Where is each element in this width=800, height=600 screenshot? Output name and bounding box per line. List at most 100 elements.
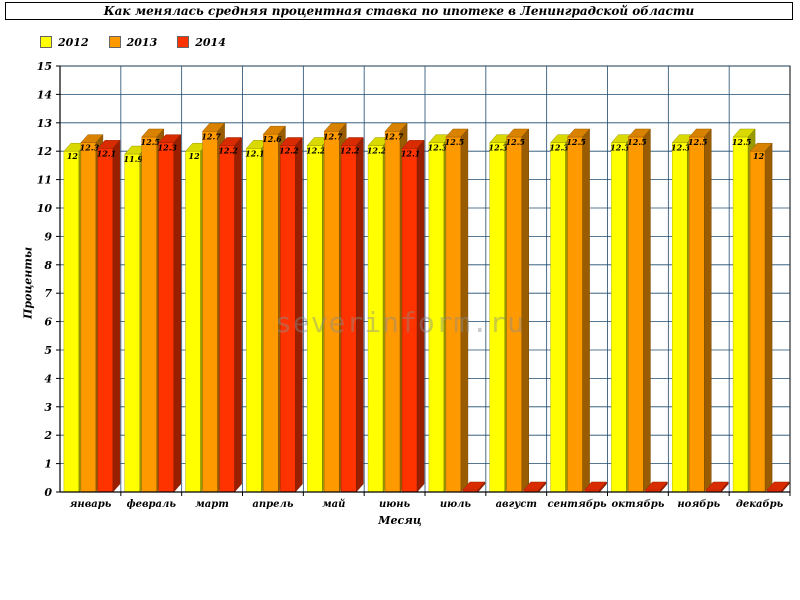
- bar-2013-январь: [80, 142, 97, 493]
- bar-2014-июнь: [401, 148, 418, 493]
- bar-side-2014-февраль: [173, 134, 181, 493]
- data-label-2013-сентябрь: 12.5: [566, 137, 586, 147]
- data-label-2013-февраль: 12.5: [141, 137, 161, 147]
- legend-item-2013: 2013: [108, 35, 158, 49]
- y-tick-label: 10: [37, 202, 53, 215]
- chart-title: Как менялась средняя процентная ставка п…: [5, 2, 793, 20]
- bar-side-2013-август: [521, 128, 529, 493]
- y-tick-label: 0: [44, 486, 52, 499]
- legend: 2012 2013 2014: [40, 35, 226, 49]
- x-tick-label: май: [322, 499, 345, 510]
- y-tick-label: 14: [37, 88, 52, 101]
- data-label-2013-май: 12.7: [323, 131, 343, 141]
- y-tick-label: 3: [44, 401, 52, 414]
- data-label-2012-февраль: 11.9: [124, 154, 144, 164]
- bar-side-2013-ноябрь: [704, 128, 712, 493]
- data-label-2014-май: 12.2: [340, 146, 360, 156]
- y-tick-label: 2: [43, 429, 52, 442]
- y-tick-label: 6: [44, 316, 52, 329]
- bar-2014-февраль: [158, 142, 174, 493]
- bar-2012-декабрь: [732, 136, 749, 493]
- y-tick-label: 7: [44, 287, 52, 300]
- legend-label-2014: 2014: [195, 35, 226, 49]
- data-label-2012-октябрь: 12.3: [610, 143, 630, 153]
- legend-item-2012: 2012: [40, 36, 89, 49]
- data-label-2013-январь: 12.3: [80, 143, 100, 153]
- bar-2014-март: [219, 145, 235, 493]
- x-tick-label: октябрь: [612, 499, 665, 510]
- bar-2012-июнь: [367, 145, 384, 493]
- x-tick-label: февраль: [127, 499, 177, 510]
- data-label-2014-март: 12.2: [218, 146, 238, 156]
- x-tick-label: январь: [69, 499, 111, 510]
- x-tick-label: июль: [440, 499, 472, 510]
- bar-side-2014-ноябрь: [721, 481, 729, 493]
- x-tick-label: сентябрь: [548, 499, 607, 510]
- y-tick-label: 5: [44, 344, 52, 357]
- bar-side-2014-апрель: [295, 136, 303, 493]
- data-label-2012-август: 12.3: [489, 143, 509, 153]
- bar-2013-июль: [445, 136, 462, 493]
- bar-side-2013-декабрь: [764, 142, 773, 493]
- bar-2012-июль: [428, 142, 445, 493]
- data-label-2012-декабрь: 12.5: [732, 137, 752, 147]
- data-label-2012-апрель: 12.1: [245, 148, 264, 158]
- bar-side-2013-июль: [460, 128, 469, 493]
- data-label-2013-март: 12.7: [201, 131, 221, 141]
- y-tick-label: 15: [37, 60, 52, 73]
- x-tick-label: ноябрь: [677, 499, 720, 510]
- data-label-2014-июнь: 12.1: [401, 148, 420, 158]
- bar-2012-сентябрь: [550, 142, 566, 493]
- bar-2013-ноябрь: [689, 136, 705, 493]
- legend-swatch-2013: [108, 36, 121, 48]
- data-label-2012-май: 12.2: [306, 146, 326, 156]
- y-tick-label: 11: [37, 174, 52, 187]
- bar-2013-июнь: [384, 131, 401, 493]
- bar-side-2013-октябрь: [643, 128, 651, 493]
- bar-2013-август: [506, 136, 522, 493]
- data-label-2013-август: 12.5: [506, 137, 526, 147]
- bar-2012-март: [185, 150, 201, 493]
- bar-side-2013-сентябрь: [582, 128, 590, 493]
- data-label-2013-июнь: 12.7: [384, 131, 404, 141]
- bar-2012-февраль: [124, 153, 140, 493]
- data-label-2012-ноябрь: 12.3: [671, 143, 691, 153]
- bar-2013-май: [324, 131, 340, 493]
- x-tick-label: июнь: [379, 499, 411, 510]
- bar-side-2014-март: [234, 136, 242, 493]
- data-label-2014-апрель: 12.2: [279, 146, 299, 156]
- bar-2013-апрель: [263, 133, 279, 493]
- bar-side-2014-август: [538, 481, 546, 493]
- bar-side-2014-июнь: [416, 139, 425, 493]
- x-tick-label: август: [496, 499, 537, 510]
- bar-2014-май: [341, 145, 357, 493]
- y-axis-label: Проценты: [21, 246, 35, 320]
- bar-2012-апрель: [246, 148, 262, 493]
- x-tick-label: декабрь: [736, 499, 784, 510]
- bar-2013-сентябрь: [567, 136, 583, 493]
- bar-2014-январь: [97, 148, 114, 493]
- bar-2012-январь: [63, 150, 80, 493]
- bar-2013-декабрь: [749, 150, 766, 493]
- bar-2012-май: [307, 145, 323, 493]
- bar-2014-апрель: [280, 145, 296, 493]
- data-label-2012-июль: 12.3: [428, 143, 448, 153]
- legend-swatch-2014: [177, 36, 190, 48]
- data-label-2012-март: 12: [189, 151, 201, 161]
- data-label-2013-ноябрь: 12.5: [688, 137, 708, 147]
- bar-2012-август: [489, 142, 505, 493]
- data-label-2013-декабрь: 12: [753, 151, 765, 161]
- x-axis-label: Месяц: [378, 514, 422, 527]
- data-label-2013-октябрь: 12.5: [627, 137, 647, 147]
- bar-side-2014-сентябрь: [599, 481, 607, 493]
- data-label-2014-январь: 12.1: [97, 148, 116, 158]
- y-tick-label: 1: [44, 458, 52, 471]
- y-tick-label: 4: [44, 372, 52, 385]
- data-label-2012-июнь: 12.2: [367, 146, 387, 156]
- legend-label-2013: 2013: [126, 35, 158, 49]
- bar-2012-октябрь: [611, 142, 627, 493]
- data-label-2013-апрель: 12.6: [262, 134, 282, 144]
- bar-side-2014-июль: [477, 481, 486, 493]
- y-tick-label: 9: [44, 230, 52, 243]
